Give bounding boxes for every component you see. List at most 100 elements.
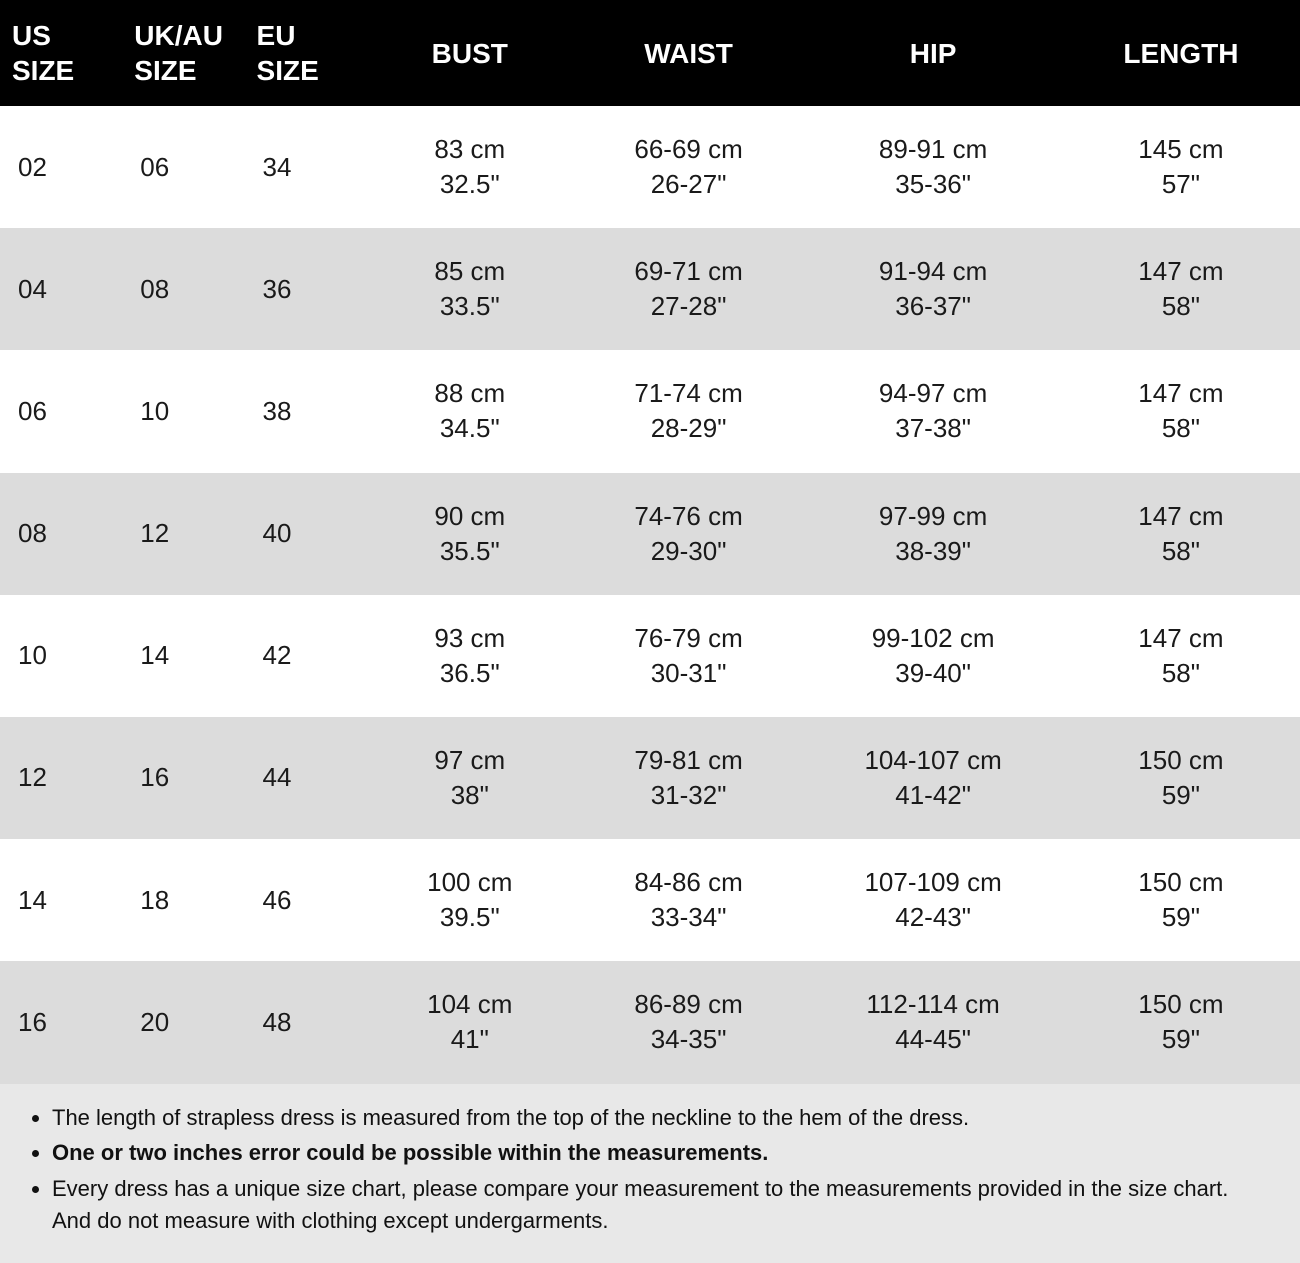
note-item: The length of strapless dress is measure…: [52, 1102, 1270, 1134]
value-cm: 97 cm: [385, 743, 555, 778]
value-cm: 150 cm: [1080, 987, 1282, 1022]
value-in: 58": [1080, 289, 1282, 324]
value-cm: 86-89 cm: [591, 987, 787, 1022]
table-row: 08124090 cm35.5"74-76 cm29-30"97-99 cm38…: [0, 473, 1300, 595]
cell-length: 147 cm58": [1062, 473, 1300, 595]
value-in: 59": [1080, 1022, 1282, 1057]
cell-us: 12: [0, 717, 122, 839]
col-header-waist: WAIST: [573, 0, 805, 106]
cell-waist: 74-76 cm29-30": [573, 473, 805, 595]
cell-us: 10: [0, 595, 122, 717]
notes-list: The length of strapless dress is measure…: [30, 1102, 1270, 1238]
cell-waist: 86-89 cm34-35": [573, 961, 805, 1083]
note-item: One or two inches error could be possibl…: [52, 1137, 1270, 1169]
table-row: 06103888 cm34.5"71-74 cm28-29"94-97 cm37…: [0, 350, 1300, 472]
value-cm: 79-81 cm: [591, 743, 787, 778]
cell-ukau: 12: [122, 473, 244, 595]
value-in: 58": [1080, 656, 1282, 691]
value-in: 42-43": [822, 900, 1043, 935]
value-cm: 104-107 cm: [822, 743, 1043, 778]
value-cm: 69-71 cm: [591, 254, 787, 289]
cell-ukau: 08: [122, 228, 244, 350]
value-in: 34-35": [591, 1022, 787, 1057]
table-header-row: US SIZE UK/AU SIZE EU SIZE BUST WAIST HI…: [0, 0, 1300, 106]
value-cm: 85 cm: [385, 254, 555, 289]
table-row: 162048104 cm41"86-89 cm34-35"112-114 cm4…: [0, 961, 1300, 1083]
notes-section: The length of strapless dress is measure…: [0, 1084, 1300, 1263]
cell-ukau: 14: [122, 595, 244, 717]
table-row: 04083685 cm33.5"69-71 cm27-28"91-94 cm36…: [0, 228, 1300, 350]
value-cm: 147 cm: [1080, 376, 1282, 411]
cell-length: 145 cm57": [1062, 106, 1300, 228]
value-cm: 147 cm: [1080, 254, 1282, 289]
value-cm: 71-74 cm: [591, 376, 787, 411]
value-cm: 66-69 cm: [591, 132, 787, 167]
value-cm: 150 cm: [1080, 743, 1282, 778]
value-in: 38-39": [822, 534, 1043, 569]
value-in: 59": [1080, 778, 1282, 813]
value-in: 41-42": [822, 778, 1043, 813]
value-cm: 91-94 cm: [822, 254, 1043, 289]
cell-ukau: 10: [122, 350, 244, 472]
cell-bust: 93 cm36.5": [367, 595, 573, 717]
header-label: EU: [257, 20, 296, 51]
value-cm: 83 cm: [385, 132, 555, 167]
cell-hip: 112-114 cm44-45": [804, 961, 1061, 1083]
table-row: 141846100 cm39.5"84-86 cm33-34"107-109 c…: [0, 839, 1300, 961]
col-header-eu: EU SIZE: [245, 0, 367, 106]
value-cm: 100 cm: [385, 865, 555, 900]
cell-ukau: 20: [122, 961, 244, 1083]
cell-length: 147 cm58": [1062, 350, 1300, 472]
table-row: 02063483 cm32.5"66-69 cm26-27"89-91 cm35…: [0, 106, 1300, 228]
cell-ukau: 06: [122, 106, 244, 228]
value-in: 33-34": [591, 900, 787, 935]
cell-hip: 94-97 cm37-38": [804, 350, 1061, 472]
cell-bust: 88 cm34.5": [367, 350, 573, 472]
cell-ukau: 16: [122, 717, 244, 839]
header-label: BUST: [432, 38, 508, 69]
value-in: 35.5": [385, 534, 555, 569]
value-in: 36.5": [385, 656, 555, 691]
value-cm: 93 cm: [385, 621, 555, 656]
cell-eu: 42: [245, 595, 367, 717]
header-label: SIZE: [12, 55, 74, 86]
cell-length: 147 cm58": [1062, 595, 1300, 717]
value-in: 44-45": [822, 1022, 1043, 1057]
value-cm: 97-99 cm: [822, 499, 1043, 534]
header-label: SIZE: [134, 55, 196, 86]
value-in: 26-27": [591, 167, 787, 202]
value-in: 58": [1080, 534, 1282, 569]
note-item: Every dress has a unique size chart, ple…: [52, 1173, 1270, 1237]
value-cm: 99-102 cm: [822, 621, 1043, 656]
cell-bust: 104 cm41": [367, 961, 573, 1083]
cell-waist: 84-86 cm33-34": [573, 839, 805, 961]
cell-us: 08: [0, 473, 122, 595]
cell-ukau: 18: [122, 839, 244, 961]
cell-eu: 36: [245, 228, 367, 350]
table-body: 02063483 cm32.5"66-69 cm26-27"89-91 cm35…: [0, 106, 1300, 1084]
size-chart-table: US SIZE UK/AU SIZE EU SIZE BUST WAIST HI…: [0, 0, 1300, 1084]
col-header-us: US SIZE: [0, 0, 122, 106]
cell-hip: 99-102 cm39-40": [804, 595, 1061, 717]
header-label: SIZE: [257, 55, 319, 86]
value-in: 39-40": [822, 656, 1043, 691]
header-label: LENGTH: [1123, 38, 1238, 69]
cell-eu: 48: [245, 961, 367, 1083]
value-in: 58": [1080, 411, 1282, 446]
cell-waist: 79-81 cm31-32": [573, 717, 805, 839]
cell-waist: 71-74 cm28-29": [573, 350, 805, 472]
value-in: 28-29": [591, 411, 787, 446]
header-label: UK/AU: [134, 20, 223, 51]
cell-bust: 100 cm39.5": [367, 839, 573, 961]
value-in: 34.5": [385, 411, 555, 446]
value-in: 29-30": [591, 534, 787, 569]
cell-us: 06: [0, 350, 122, 472]
col-header-hip: HIP: [804, 0, 1061, 106]
value-in: 33.5": [385, 289, 555, 324]
value-in: 32.5": [385, 167, 555, 202]
value-cm: 145 cm: [1080, 132, 1282, 167]
cell-hip: 107-109 cm42-43": [804, 839, 1061, 961]
cell-bust: 85 cm33.5": [367, 228, 573, 350]
cell-eu: 44: [245, 717, 367, 839]
header-label: HIP: [910, 38, 957, 69]
